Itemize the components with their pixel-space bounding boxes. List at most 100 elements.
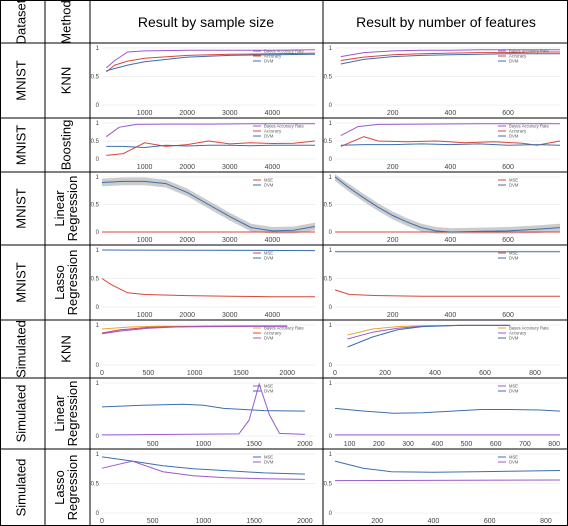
method-label: Linear: [52, 190, 67, 227]
x-tick-label: 600: [502, 164, 514, 171]
legend-entry: DVM: [509, 183, 519, 188]
x-tick-label: 3000: [222, 237, 238, 244]
x-tick-label: 1000: [187, 370, 203, 377]
y-tick-label: 1: [96, 175, 100, 181]
legend-entry: Accuracy: [264, 54, 282, 59]
legend-entry: Bayes Accuracy Rate: [509, 326, 549, 331]
chart-0-1: 1 0.5 0 200 400 600 Bayes Accuracy RateAccurac…: [324, 46, 560, 117]
legend-entry: DVM: [509, 336, 519, 341]
method-label: Regression: [65, 250, 80, 316]
x-tick-label: 1500: [246, 518, 262, 525]
series-line-2: [340, 143, 561, 146]
series-line-1: [101, 460, 305, 480]
legend-entry: DVM: [264, 59, 274, 64]
method-label: Linear: [52, 395, 67, 432]
series-line-1: [334, 176, 561, 233]
confidence-band: [102, 177, 315, 234]
legend-entry: Bayes Accuracy Rate: [509, 124, 549, 129]
x-tick-label: 500: [147, 441, 159, 448]
method-label: Regression: [65, 176, 80, 242]
header-num-features: Result by number of features: [356, 14, 536, 30]
x-tick-label: 1000: [137, 237, 153, 244]
series-line-1: [101, 180, 316, 232]
series-line-2: [101, 325, 288, 335]
series-line-2: [347, 324, 510, 348]
x-tick-label: 2000: [297, 441, 313, 448]
y-tick-label: 0: [329, 103, 333, 109]
y-tick-label: 0: [329, 230, 333, 236]
x-tick-label: 1500: [246, 441, 262, 448]
legend-entry: Bayes Accuracy Rate: [264, 49, 304, 54]
x-tick-label: 4000: [265, 312, 281, 319]
legend-entry: DVM: [264, 183, 274, 188]
x-tick-label: 200: [379, 370, 391, 377]
x-tick-label: 1000: [196, 441, 212, 448]
x-tick-label: 200: [373, 441, 385, 448]
x-tick-label: 1000: [137, 110, 153, 117]
y-tick-label: 0.5: [324, 139, 333, 145]
y-tick-label: 0.5: [324, 75, 333, 81]
legend-entry: MSE: [509, 384, 518, 389]
legend-entry: Bayes Accuracy Rate: [264, 326, 304, 331]
x-tick-label: 3000: [222, 312, 238, 319]
series-line-1: [101, 403, 305, 412]
method-label: Regression: [65, 381, 80, 447]
x-tick-label: 2000: [179, 164, 195, 171]
header-method: Method: [58, 0, 73, 43]
x-tick-label: 3000: [222, 164, 238, 171]
legend-entry: DVM: [509, 59, 519, 64]
series-line-2: [106, 53, 316, 72]
legend-entry: Accuracy: [264, 129, 282, 134]
x-tick-label: 2000: [179, 312, 195, 319]
y-tick-label: 1: [96, 323, 100, 329]
x-tick-label: 500: [461, 441, 473, 448]
legend-entry: DVM: [264, 460, 274, 465]
method-label: Lasso: [52, 265, 67, 300]
legend-entry: DVM: [509, 256, 519, 261]
method-label: Lasso: [52, 470, 67, 505]
y-tick-label: 0: [329, 363, 333, 369]
series-line-1: [334, 407, 561, 414]
legend-entry: MSE: [509, 178, 518, 183]
confidence-band: [335, 174, 560, 234]
x-tick-label: 2000: [279, 370, 295, 377]
method-label: Boosting: [58, 120, 73, 171]
y-tick-label: 0.5: [324, 203, 333, 209]
y-tick-label: 1: [329, 323, 333, 329]
x-tick-label: 600: [484, 518, 496, 525]
x-tick-label: 600: [502, 312, 514, 319]
y-tick-label: 0.5: [324, 482, 333, 488]
series-line-1: [105, 52, 316, 73]
x-tick-label: 800: [548, 441, 560, 448]
y-tick-label: 0: [96, 230, 100, 236]
y-tick-label: 0.5: [91, 482, 100, 488]
x-tick-label: 400: [445, 312, 457, 319]
x-tick-label: 0: [100, 518, 104, 525]
y-tick-label: 0: [96, 511, 100, 517]
legend-entry: DVM: [509, 460, 519, 465]
x-tick-label: 2000: [297, 518, 313, 525]
chart-0-0: 1 0.5 0 1000 2000 3000 4000 Bayes Accuracy Rate…: [91, 46, 316, 117]
series-line-2: [106, 144, 315, 149]
method-label: KNN: [58, 335, 73, 362]
chart-4-0: 1 00 500 1000 1500 2000 Bayes Accuracy RateAcc…: [96, 323, 315, 377]
y-tick-label: 1: [96, 381, 100, 387]
legend-entry: DVM: [264, 336, 274, 341]
y-tick-label: 0: [329, 305, 333, 311]
series-line-0: [105, 49, 316, 69]
x-tick-label: 600: [479, 370, 491, 377]
x-tick-label: 700: [519, 441, 531, 448]
x-tick-label: 500: [147, 518, 159, 525]
x-tick-label: 0: [333, 370, 337, 377]
x-tick-label: 1000: [137, 164, 153, 171]
x-tick-label: 1000: [137, 312, 153, 319]
series-line-0: [340, 123, 560, 137]
series-line-1: [340, 136, 561, 147]
y-tick-label: 0: [329, 434, 333, 440]
y-tick-label: 1: [329, 248, 333, 254]
